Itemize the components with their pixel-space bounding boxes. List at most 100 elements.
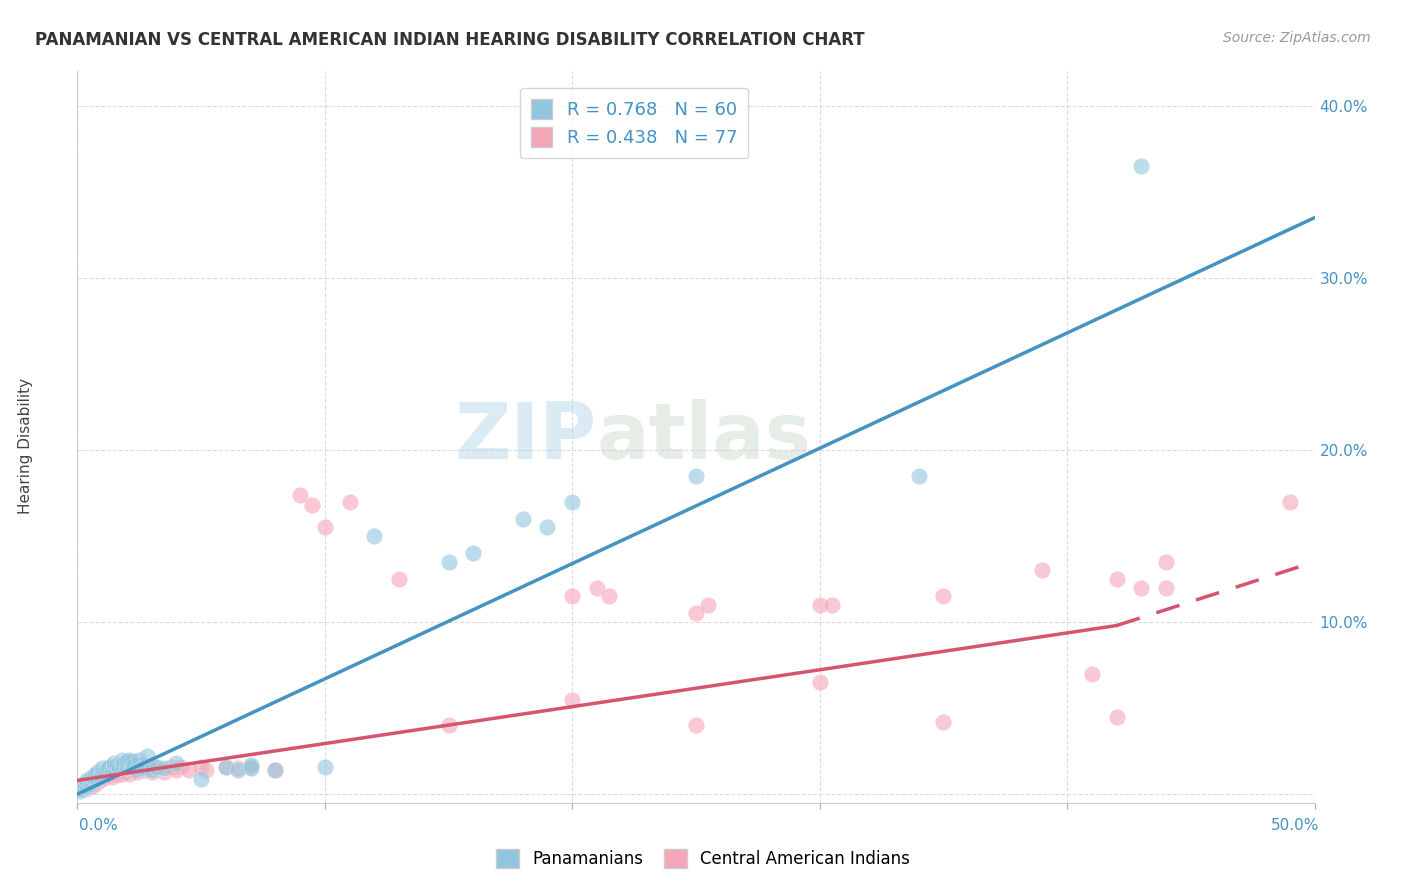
Point (89, 770, 111, 784)
Point (264, 763, 287, 777)
Point (89, 773, 111, 788)
Point (339, 494, 361, 508)
Point (239, 758, 262, 772)
Point (72, 782, 94, 797)
Point (115, 759, 138, 773)
Point (314, 520, 336, 534)
Point (83, 772, 105, 786)
Point (108, 761, 131, 775)
Point (226, 761, 249, 775)
Point (118, 753, 141, 767)
Point (907, 468, 929, 483)
Point (808, 598, 831, 612)
Point (91, 761, 114, 775)
Point (512, 512, 534, 526)
Point (83, 777, 105, 791)
Text: 50.0%: 50.0% (1271, 818, 1319, 832)
Point (86, 775, 108, 789)
Point (141, 758, 163, 772)
Point (91, 766, 114, 780)
Point (73, 782, 96, 797)
Point (96, 761, 118, 775)
Point (105, 758, 128, 772)
Point (170, 759, 193, 773)
Point (437, 555, 460, 569)
Point (83, 773, 105, 788)
Point (76, 779, 98, 793)
Point (111, 759, 134, 773)
Point (83, 768, 105, 782)
Point (145, 759, 167, 773)
Point (685, 607, 707, 621)
Point (561, 589, 583, 603)
Point (73, 777, 96, 791)
Point (134, 763, 156, 777)
Point (86, 772, 108, 786)
Point (79, 777, 101, 791)
Point (118, 766, 141, 780)
Point (76, 775, 98, 789)
Point (115, 761, 138, 775)
Point (153, 761, 176, 775)
Point (69, 782, 91, 797)
Point (96, 768, 118, 782)
Point (190, 759, 212, 773)
Point (125, 763, 148, 777)
Point (98, 759, 121, 773)
Point (93, 770, 115, 784)
Point (239, 761, 262, 775)
Point (561, 692, 583, 706)
Point (195, 763, 218, 777)
Point (932, 589, 955, 603)
Point (131, 758, 153, 772)
Point (105, 768, 128, 782)
Point (463, 546, 485, 560)
Point (1105, 572, 1128, 586)
Point (111, 753, 134, 767)
Point (226, 763, 249, 777)
Point (697, 598, 720, 612)
Point (685, 718, 707, 732)
Point (134, 759, 156, 773)
Point (101, 770, 124, 784)
Point (165, 756, 187, 771)
Point (1154, 555, 1177, 569)
Point (122, 759, 145, 773)
Text: PANAMANIAN VS CENTRAL AMERICAN INDIAN HEARING DISABILITY CORRELATION CHART: PANAMANIAN VS CENTRAL AMERICAN INDIAN HE… (35, 31, 865, 49)
Point (135, 749, 157, 764)
Point (82, 773, 104, 788)
Text: ZIP: ZIP (454, 399, 598, 475)
Point (82, 775, 104, 789)
Point (86, 770, 108, 784)
Point (437, 718, 460, 732)
Point (91, 772, 114, 786)
Point (598, 589, 620, 603)
Point (314, 759, 336, 773)
Point (301, 498, 323, 512)
Point (111, 766, 134, 780)
Point (101, 763, 124, 777)
Point (1105, 710, 1128, 724)
Point (103, 756, 125, 771)
Point (91, 766, 114, 780)
Point (79, 775, 101, 789)
Point (932, 714, 955, 729)
Point (82, 779, 104, 793)
Point (145, 761, 167, 775)
Point (86, 764, 108, 779)
Point (388, 572, 411, 586)
Point (93, 764, 115, 779)
Point (1278, 494, 1301, 508)
Point (1154, 581, 1177, 595)
Point (1130, 581, 1153, 595)
Point (239, 759, 262, 773)
Point (363, 529, 385, 543)
Point (76, 779, 98, 793)
Point (103, 764, 125, 779)
Point (685, 468, 707, 483)
Point (1031, 564, 1053, 578)
Point (112, 764, 135, 779)
Point (79, 772, 101, 786)
Point (121, 763, 143, 777)
Point (153, 764, 176, 779)
